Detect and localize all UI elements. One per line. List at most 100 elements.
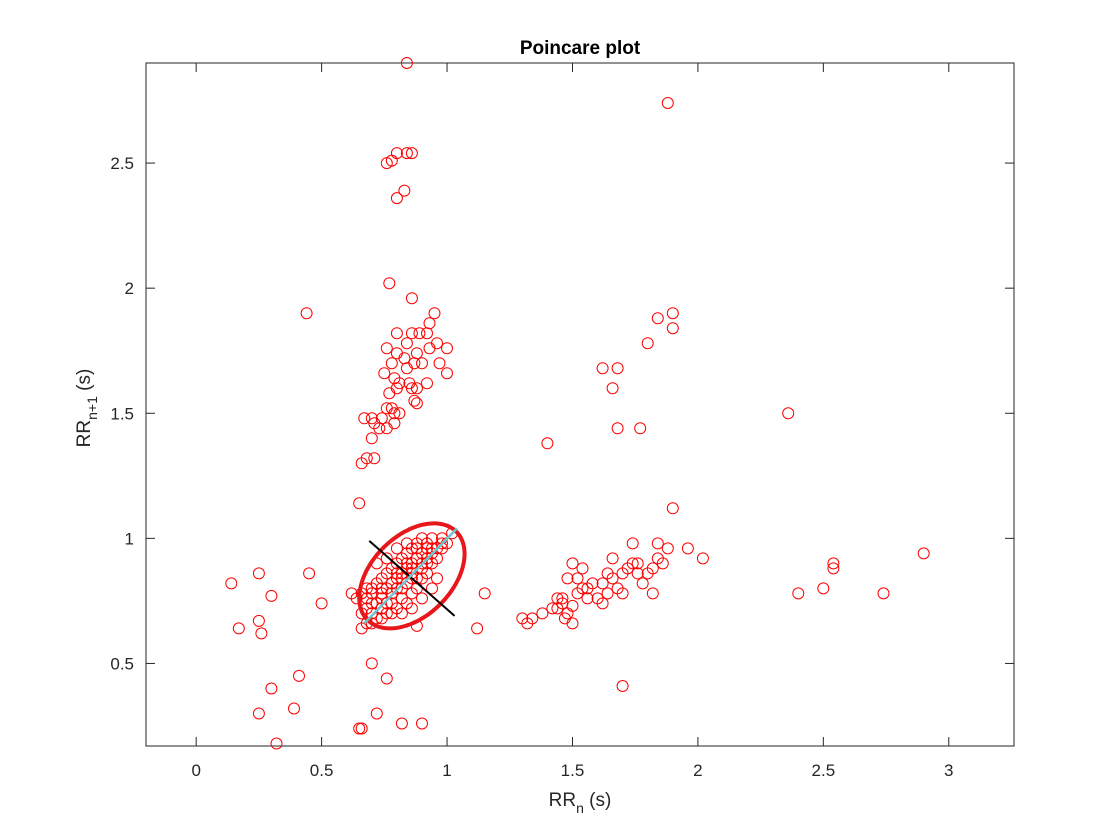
y-tick-label: 1 bbox=[125, 529, 134, 548]
x-axis-label-sub: n bbox=[576, 800, 584, 816]
data-point bbox=[252, 567, 265, 580]
data-point bbox=[611, 362, 624, 375]
data-point bbox=[365, 657, 378, 670]
data-point bbox=[410, 542, 423, 555]
data-point bbox=[428, 307, 441, 320]
data-point bbox=[365, 582, 378, 595]
data-point bbox=[370, 707, 383, 720]
data-point bbox=[817, 582, 830, 595]
data-point bbox=[541, 437, 554, 450]
data-point bbox=[666, 307, 679, 320]
data-point bbox=[390, 542, 403, 555]
data-point bbox=[792, 587, 805, 600]
data-point bbox=[596, 577, 609, 590]
data-point bbox=[380, 672, 393, 685]
data-point bbox=[252, 707, 265, 720]
data-point bbox=[421, 327, 433, 340]
data-point bbox=[586, 577, 599, 590]
data-point bbox=[827, 562, 840, 575]
data-point bbox=[410, 382, 423, 395]
data-point bbox=[421, 542, 433, 555]
data-point bbox=[416, 717, 428, 730]
data-point bbox=[390, 327, 403, 340]
data-point bbox=[385, 607, 398, 620]
data-point bbox=[581, 592, 594, 605]
data-point bbox=[571, 572, 584, 585]
data-point bbox=[408, 394, 421, 407]
data-point bbox=[556, 592, 569, 605]
data-point bbox=[400, 147, 413, 160]
data-point bbox=[355, 457, 368, 470]
data-point bbox=[405, 327, 418, 340]
data-point bbox=[365, 432, 378, 445]
data-point bbox=[471, 622, 484, 635]
y-tick-label: 1.5 bbox=[110, 404, 134, 423]
data-point bbox=[877, 587, 890, 600]
data-point bbox=[405, 147, 418, 160]
y-tick-label: 2.5 bbox=[110, 154, 134, 173]
data-point bbox=[345, 587, 358, 600]
data-point bbox=[681, 542, 694, 555]
data-point bbox=[353, 497, 366, 510]
tick-labels: 0 0.5 1 1.5 2 2.5 3 0.5 1 1.5 2 2.5 bbox=[110, 154, 953, 780]
data-point bbox=[601, 587, 614, 600]
data-point bbox=[255, 627, 268, 640]
chart-title: Poincare plot bbox=[520, 38, 641, 59]
data-point bbox=[416, 557, 428, 570]
scatter-points bbox=[225, 57, 930, 750]
data-point bbox=[416, 357, 428, 370]
axis-ticks bbox=[146, 63, 1014, 746]
data-point bbox=[566, 599, 579, 612]
data-point bbox=[426, 532, 438, 545]
data-point bbox=[270, 737, 283, 750]
data-point bbox=[631, 557, 644, 570]
data-point bbox=[375, 612, 388, 625]
data-point bbox=[378, 367, 391, 380]
data-point bbox=[375, 582, 388, 595]
data-point bbox=[400, 337, 413, 350]
data-point bbox=[606, 552, 619, 565]
data-point bbox=[656, 557, 669, 570]
x-tick-label: 2 bbox=[693, 761, 702, 780]
data-point bbox=[426, 582, 438, 595]
data-point bbox=[400, 537, 413, 550]
data-point bbox=[365, 617, 378, 630]
data-point bbox=[400, 57, 413, 69]
x-axis-label-unit: (s) bbox=[584, 790, 611, 811]
data-point bbox=[300, 307, 313, 320]
sd1-axis-line bbox=[368, 540, 456, 617]
data-point bbox=[636, 577, 649, 590]
data-point bbox=[395, 607, 408, 620]
data-point bbox=[265, 589, 278, 602]
data-point bbox=[561, 572, 574, 585]
data-point bbox=[661, 542, 674, 555]
data-point bbox=[315, 597, 328, 610]
data-point bbox=[827, 557, 840, 570]
x-tick-label: 1 bbox=[442, 761, 451, 780]
plot-area bbox=[145, 62, 1015, 747]
data-point bbox=[390, 382, 403, 395]
data-point bbox=[436, 537, 448, 550]
data-point bbox=[433, 357, 446, 370]
data-point bbox=[380, 552, 393, 565]
data-point bbox=[380, 342, 393, 355]
data-point bbox=[478, 587, 491, 600]
data-point bbox=[441, 367, 453, 380]
data-point bbox=[651, 312, 664, 325]
data-point bbox=[566, 617, 579, 630]
data-point bbox=[536, 607, 549, 620]
data-point bbox=[303, 567, 316, 580]
data-point bbox=[368, 452, 381, 465]
data-point bbox=[380, 597, 393, 610]
data-point bbox=[782, 407, 795, 420]
data-point bbox=[358, 412, 371, 425]
data-point bbox=[646, 562, 659, 575]
data-point bbox=[385, 357, 398, 370]
y-axis-label-main: RR bbox=[74, 420, 95, 447]
data-point bbox=[368, 417, 381, 430]
data-point bbox=[413, 327, 426, 340]
data-point bbox=[293, 669, 305, 682]
data-point bbox=[353, 722, 366, 735]
data-point bbox=[641, 337, 654, 350]
